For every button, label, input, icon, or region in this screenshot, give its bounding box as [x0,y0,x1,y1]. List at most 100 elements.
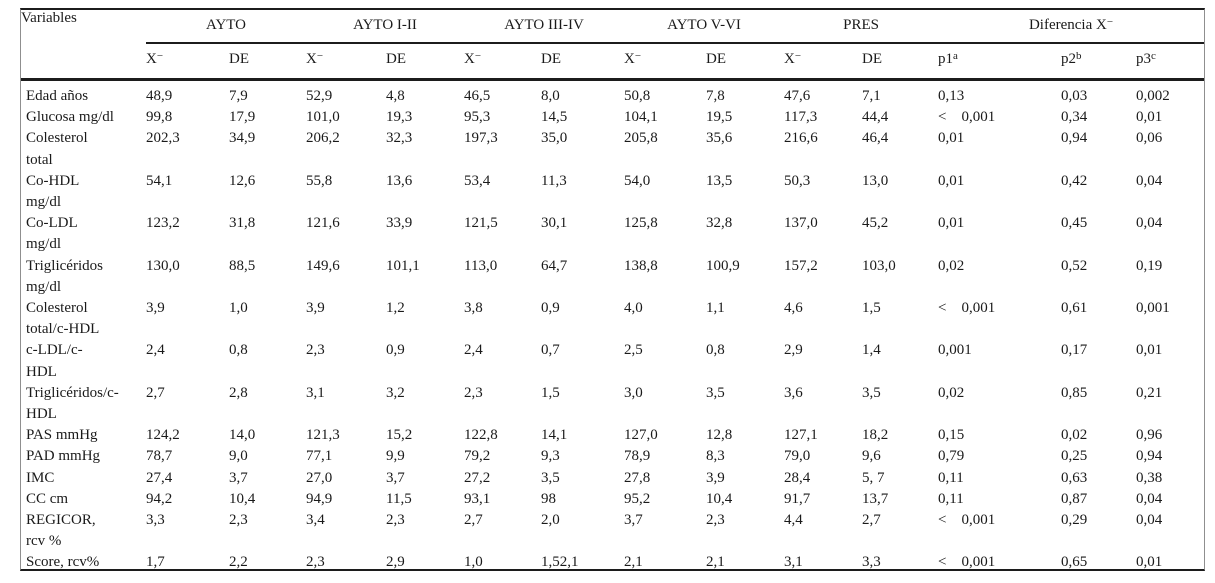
table-row: PAS mmHg 124,2 14,0 121,3 15,2 122,8 14,1 127,0… [21,425,1204,446]
p2-header: p2b [1061,43,1137,81]
sub-header-row: X− DE X− DE X− DE X− DE X− DE p1a p2b p3… [21,43,1204,81]
cell-value: 0,01 [938,130,965,147]
cell-value: 0,21 [1136,384,1163,401]
group-header-row: Variables AYTO AYTO I-II AYTO III-IV AYT… [21,10,1204,81]
cell-value: 1,5 [862,300,881,317]
group-header-ayto-v-vi: AYTO V-VI [624,10,785,44]
statistics-table-frame: Variables AYTO AYTO I-II AYTO III-IV AYT… [20,8,1205,571]
cell-value: 13,5 [706,172,733,189]
cell-value: 3,2 [386,384,405,401]
variables-column-header: Variables [21,10,146,81]
cell-value: 0,01 [938,215,965,232]
table-row: IMC 27,4 3,7 27,0 3,7 27,2 3,5 27,8 3,9 28,4 5, 7 0… [21,468,1204,489]
cell-value: 104,1 [624,109,658,126]
cell-value: 11,5 [386,490,412,507]
cell-value: 130,0 [146,257,180,274]
cell-value: 78,7 [146,448,173,465]
cell-value: 0,01 [1136,554,1163,571]
cell-value: 0,65 [1061,554,1088,571]
cell-value: 1,5 [541,384,560,401]
cell-value: 0,002 [1136,88,1170,104]
cell-value: 3,6 [784,384,803,401]
cell-value: 13,7 [862,490,889,507]
cell-value: 0,45 [1061,215,1088,232]
cell-value: 4,0 [624,300,643,317]
table-row: Triglicéridos/c- HDL 2,7 2,8 3,1 3,2 2,3 1,5 3,… [21,383,1204,425]
cell-value: 33,9 [386,215,413,232]
cell-value: 2,5 [624,342,643,359]
cell-value: 0,01 [1136,109,1163,126]
cell-value: 3,4 [306,512,325,529]
cell-value: 19,5 [706,109,733,126]
cell-value: 1,0 [229,300,248,317]
cell-value: 3,3 [862,554,881,571]
cell-value: 122,8 [464,427,498,444]
sd-header-pres: DE [862,43,939,81]
cell-value: 4,8 [386,88,405,104]
cell-value: 3,9 [146,300,165,317]
table-body: Edad años 48,9 7,9 52,9 4,8 46,5 8,0 50,8 7,8 47,… [21,80,1204,574]
cell-value: 46,5 [464,88,491,104]
group-header-pres: PRES [784,10,939,44]
cell-value: 3,5 [541,469,560,486]
cell-value: 2,3 [464,384,483,401]
cell-value: 35,0 [541,130,568,147]
cell-value: 54,1 [146,172,173,189]
cell-value: 55,8 [306,172,333,189]
p1-header: p1a [938,43,1062,81]
cell-value: 0,06 [1136,130,1163,147]
cell-value: 50,3 [784,172,811,189]
cell-value: 0,61 [1061,300,1088,317]
row-label: IMC [26,469,55,486]
cell-value: 0,42 [1061,172,1088,189]
cell-value: 79,2 [464,448,491,465]
cell-value: 17,9 [229,109,256,126]
cell-value: 45,2 [862,215,889,232]
cell-value: 4,6 [784,300,803,317]
cell-value: 121,5 [464,215,498,232]
cell-value: 2,9 [784,342,803,359]
cell-value: 0,04 [1136,172,1163,189]
row-label: Co-HDL mg/dl [26,172,80,211]
cell-value: 123,2 [146,215,180,232]
cell-value: 94,2 [146,490,173,507]
cell-value: 12,6 [229,172,256,189]
cell-value: 14,0 [229,427,256,444]
cell-value: 1,1 [706,300,725,317]
cell-value: 79,0 [784,448,811,465]
cell-value: 216,6 [784,130,818,147]
cell-value: 0,001 [1136,300,1170,317]
cell-value: 47,6 [784,88,811,104]
cell-value: 3,3 [146,512,165,529]
cell-value: 0,11 [938,469,964,486]
row-label: PAD mmHg [26,448,101,465]
table-row: Glucosa mg/dl 99,8 17,9 101,0 19,3 95,3 14,5 10… [21,107,1204,128]
cell-value: 88,5 [229,257,256,274]
row-label: Triglicéridos/c- HDL [26,384,119,423]
table-row: Colesterol total/c-HDL 3,9 1,0 3,9 1,2 3,8 0,9… [21,298,1204,340]
cell-value: < 0,001 [938,300,996,317]
cell-value: 50,8 [624,88,651,104]
cell-value: 0,25 [1061,448,1088,465]
cell-value: 0,02 [938,257,965,274]
cell-value: 1,4 [862,342,881,359]
cell-value: 2,0 [541,512,560,529]
row-label: Colesterol total/c-HDL [26,300,100,338]
cell-value: 1,52,1 [541,554,579,571]
cell-value: 138,8 [624,257,658,274]
cell-value: 0,04 [1136,512,1163,529]
mean-header-pres: X− [784,43,863,81]
cell-value: 0,8 [229,342,248,359]
cell-value: 2,9 [386,554,405,571]
cell-value: 117,3 [784,109,818,126]
row-label: Co-LDL mg/dl [26,215,78,253]
cell-value: 3,0 [624,384,643,401]
cell-value: 127,1 [784,427,818,444]
cell-value: 32,3 [386,130,413,147]
cell-value: 14,1 [541,427,568,444]
cell-value: 121,6 [306,215,340,232]
cell-value: 2,3 [306,554,325,571]
cell-value: 77,1 [306,448,333,465]
cell-value: 3,5 [862,384,881,401]
